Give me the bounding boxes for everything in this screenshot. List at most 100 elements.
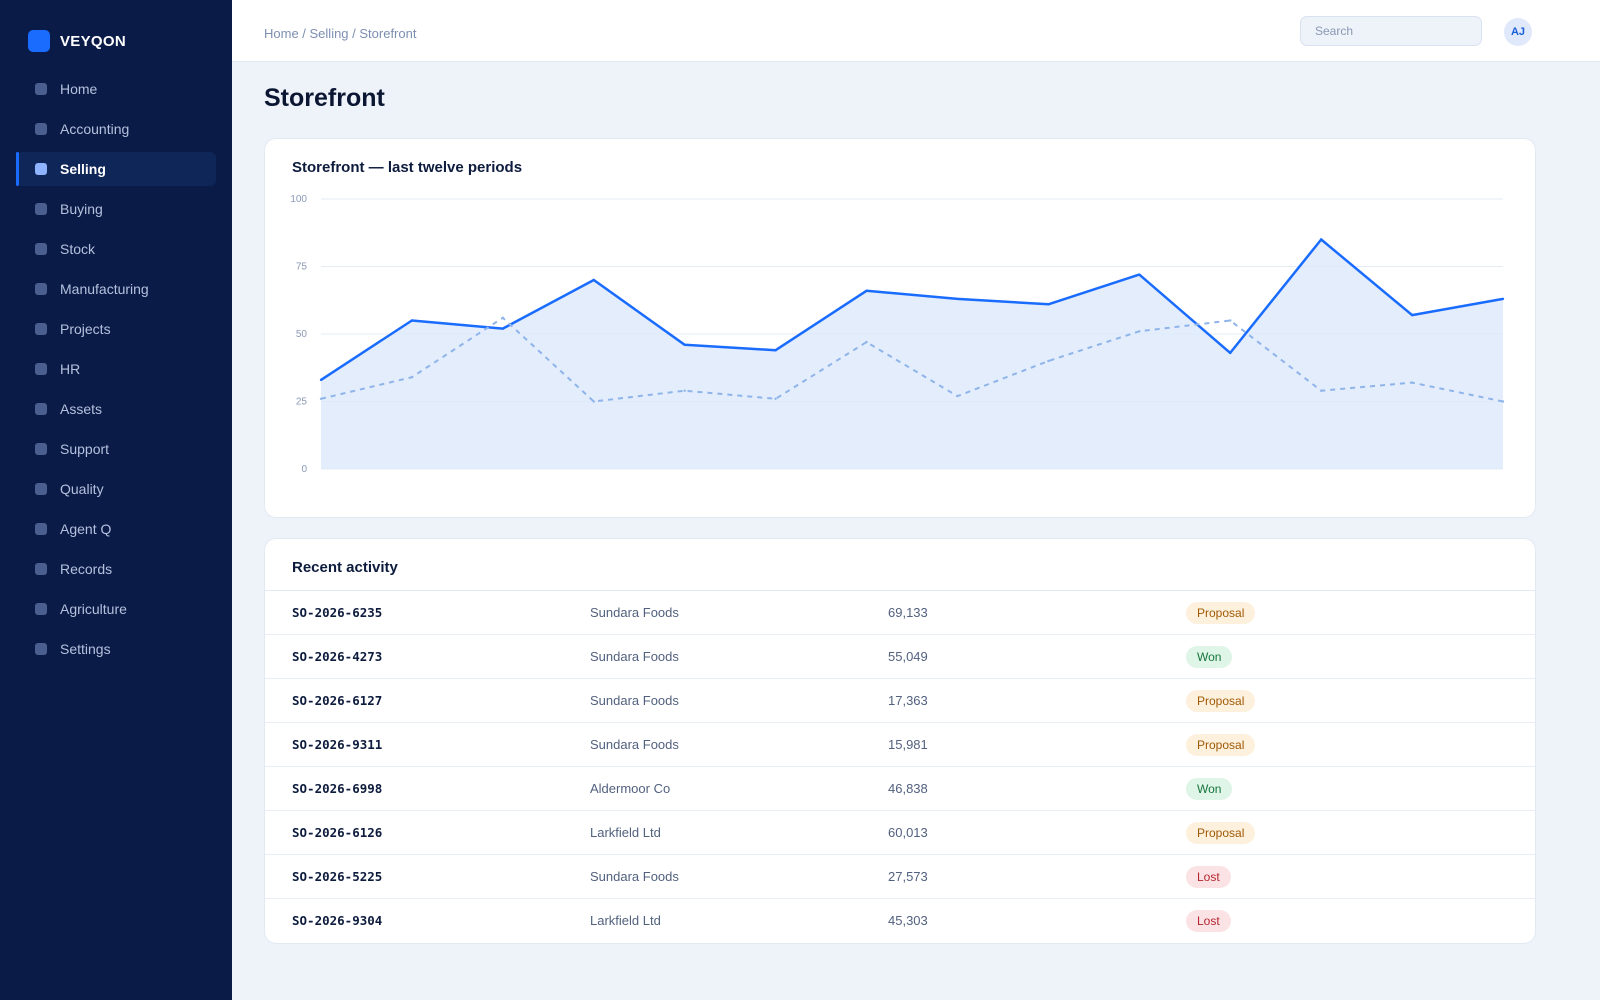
customer-name: Sundara Foods xyxy=(590,649,679,664)
y-tick-label: 50 xyxy=(296,329,308,340)
amount: 55,049 xyxy=(888,649,928,664)
brand-logo-icon xyxy=(28,30,50,52)
status-cell: Lost xyxy=(1186,855,1231,898)
order-id: SO-2026-5225 xyxy=(292,869,383,884)
customer-name: Sundara Foods xyxy=(590,605,679,620)
sidebar-item-label: Manufacturing xyxy=(60,281,149,297)
table-row[interactable]: SO-2026-4273 Sundara Foods 55,049 Won xyxy=(265,635,1535,679)
selling-icon xyxy=(35,163,47,175)
table-row[interactable]: SO-2026-6126 Larkfield Ltd 60,013 Proposal xyxy=(265,811,1535,855)
sidebar-item-stock[interactable]: Stock xyxy=(16,232,216,266)
customer-name: Larkfield Ltd xyxy=(590,825,661,840)
data-point xyxy=(956,394,959,398)
y-tick-label: 100 xyxy=(290,194,307,205)
amount: 46,838 xyxy=(888,781,928,796)
customer-name: Aldermoor Co xyxy=(590,781,671,796)
table-row[interactable]: SO-2026-5225 Sundara Foods 27,573 Lost xyxy=(265,855,1535,899)
table-row[interactable]: SO-2026-9304 Larkfield Ltd 45,303 Lost xyxy=(265,899,1535,943)
data-point xyxy=(865,340,868,344)
brand[interactable]: VEYQON xyxy=(28,30,126,52)
chart-card: Storefront — last twelve periods 0 25 50 75… xyxy=(264,138,1536,518)
activity-card: Recent activity SO-2026-6235 Sundara Food… xyxy=(264,538,1536,944)
sidebar-item-label: Stock xyxy=(60,241,96,257)
amount: 45,303 xyxy=(888,913,928,928)
customer-name: Sundara Foods xyxy=(590,737,679,752)
data-point xyxy=(592,400,595,403)
sidebar-item-projects[interactable]: Projects xyxy=(16,312,216,346)
amount: 27,573 xyxy=(888,869,928,884)
status-cell: Won xyxy=(1186,635,1233,678)
sidebar-item-selling[interactable]: Selling xyxy=(16,152,216,186)
sidebar-item-records[interactable]: Records xyxy=(16,552,216,586)
status-cell: Won xyxy=(1186,767,1233,810)
status-badge: Lost xyxy=(1186,865,1231,888)
table-row[interactable]: SO-2026-9311 Sundara Foods 15,981 Proposal xyxy=(265,723,1535,767)
data-point xyxy=(501,316,505,319)
sidebar-item-agent-q[interactable]: Agent Q xyxy=(16,512,216,546)
status-badge: Lost xyxy=(1186,909,1231,932)
sidebar-item-home[interactable]: Home xyxy=(16,72,216,106)
activity-title: Recent activity xyxy=(292,559,398,576)
order-id: SO-2026-6127 xyxy=(292,693,383,708)
data-point xyxy=(410,319,414,322)
line-chart: 0 25 50 75 100 xyxy=(290,194,1505,475)
assets-icon xyxy=(35,403,47,415)
data-point xyxy=(501,327,505,330)
avatar[interactable]: AJ xyxy=(1504,18,1532,46)
sidebar: VEYQON Home Accounting Selling Buying Stock M… xyxy=(0,0,232,1000)
data-point xyxy=(1229,319,1232,322)
series-area xyxy=(321,239,1503,469)
status-cell: Proposal xyxy=(1186,723,1256,766)
data-point xyxy=(1047,359,1050,363)
buying-icon xyxy=(35,203,47,215)
sidebar-item-label: Selling xyxy=(60,161,106,177)
sidebar-item-manufacturing[interactable]: Manufacturing xyxy=(16,272,216,306)
data-point xyxy=(1410,381,1414,384)
status-badge: Proposal xyxy=(1186,601,1256,624)
sidebar-item-label: Records xyxy=(60,561,113,577)
status-badge: Won xyxy=(1186,645,1233,668)
accounting-icon xyxy=(35,123,47,135)
data-point xyxy=(319,378,323,382)
breadcrumb: Home / Selling / Storefront xyxy=(264,26,417,41)
sidebar-item-settings[interactable]: Settings xyxy=(16,632,216,666)
table-row[interactable]: SO-2026-6998 Aldermoor Co 46,838 Won xyxy=(265,767,1535,811)
topbar: Home / Selling / Storefront AJ xyxy=(232,0,1600,62)
sidebar-item-accounting[interactable]: Accounting xyxy=(16,112,216,146)
sidebar-item-buying[interactable]: Buying xyxy=(16,192,216,226)
y-tick-label: 25 xyxy=(296,397,308,408)
brand-name: VEYQON xyxy=(60,32,126,50)
sidebar-item-hr[interactable]: HR xyxy=(16,352,216,386)
amount: 69,133 xyxy=(888,605,928,620)
status-cell: Proposal xyxy=(1186,811,1256,854)
sidebar-item-assets[interactable]: Assets xyxy=(16,392,216,426)
data-point xyxy=(592,278,595,282)
data-point xyxy=(1319,238,1323,241)
series-line-1 xyxy=(320,238,1504,381)
status-badge: Proposal xyxy=(1186,689,1256,712)
data-point xyxy=(1319,389,1323,392)
sidebar-item-quality[interactable]: Quality xyxy=(16,472,216,506)
sidebar-item-label: Settings xyxy=(60,641,111,657)
hr-icon xyxy=(35,363,47,375)
data-point xyxy=(774,397,777,400)
quality-icon xyxy=(35,483,47,495)
table-row[interactable]: SO-2026-6235 Sundara Foods 69,133 Proposal xyxy=(265,591,1535,635)
sidebar-item-label: Agriculture xyxy=(60,601,127,617)
page-title: Storefront xyxy=(264,84,385,112)
table-row[interactable]: SO-2026-6127 Sundara Foods 17,363 Proposal xyxy=(265,679,1535,723)
home-icon xyxy=(35,83,47,95)
status-badge: Proposal xyxy=(1186,733,1256,756)
amount: 17,363 xyxy=(888,693,928,708)
sidebar-item-support[interactable]: Support xyxy=(16,432,216,466)
y-tick-label: 0 xyxy=(301,464,307,475)
data-point xyxy=(1138,273,1141,276)
sidebar-item-agriculture[interactable]: Agriculture xyxy=(16,592,216,626)
search-input[interactable] xyxy=(1300,16,1482,46)
order-id: SO-2026-9311 xyxy=(292,737,383,752)
divider xyxy=(265,590,1535,591)
data-point xyxy=(1501,297,1505,301)
records-icon xyxy=(35,563,47,575)
data-point xyxy=(774,349,777,352)
sidebar-item-label: Agent Q xyxy=(60,521,112,537)
